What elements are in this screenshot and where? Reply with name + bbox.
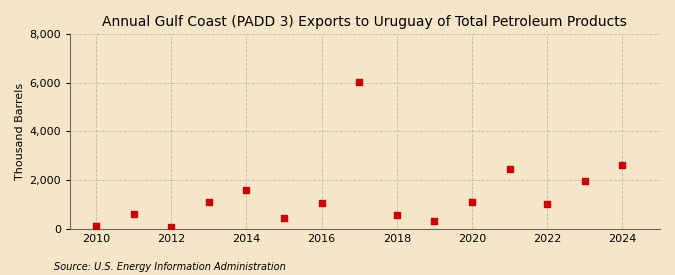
Point <box>203 200 214 204</box>
Point <box>504 167 515 171</box>
Title: Annual Gulf Coast (PADD 3) Exports to Uruguay of Total Petroleum Products: Annual Gulf Coast (PADD 3) Exports to Ur… <box>103 15 627 29</box>
Point <box>128 212 139 216</box>
Point <box>354 79 364 84</box>
Point <box>317 201 327 205</box>
Point <box>392 213 402 218</box>
Point <box>241 188 252 192</box>
Point <box>466 200 477 204</box>
Point <box>166 225 177 230</box>
Y-axis label: Thousand Barrels: Thousand Barrels <box>15 83 25 180</box>
Point <box>542 202 553 207</box>
Text: Source: U.S. Energy Information Administration: Source: U.S. Energy Information Administ… <box>54 262 286 272</box>
Point <box>617 163 628 168</box>
Point <box>279 216 290 220</box>
Point <box>90 224 101 229</box>
Point <box>429 219 440 224</box>
Point <box>579 179 590 183</box>
